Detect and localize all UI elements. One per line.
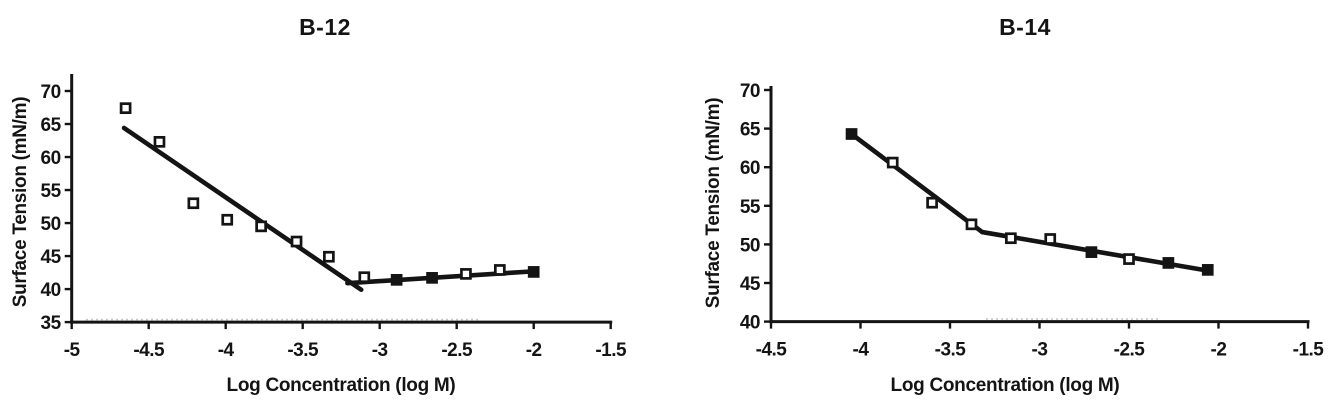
x-tick-label: -2.5 — [441, 340, 473, 361]
x-tick-label: -4.5 — [756, 340, 788, 361]
x-tick-label: -3 — [372, 340, 388, 361]
chart-title: B-12 — [299, 14, 351, 40]
y-tick-label: 60 — [41, 148, 61, 169]
data-point — [187, 197, 200, 210]
x-tick-label: -5 — [64, 340, 81, 361]
data-point — [1123, 253, 1135, 265]
chart-b14: B-14 Log Concentration (log M) Surface T… — [703, 14, 1325, 396]
x-tick-label: -3.5 — [287, 340, 319, 361]
x-tick-label: -2 — [526, 340, 542, 361]
x-axis-label: Log Concentration (log M) — [891, 375, 1120, 396]
data-point — [153, 135, 166, 148]
data-points — [845, 128, 1214, 276]
data-point — [426, 272, 438, 284]
data-point — [323, 250, 335, 263]
x-tick-label: -3.5 — [935, 340, 967, 361]
data-point — [1044, 233, 1057, 245]
fit-line-plateau-fit — [345, 268, 538, 286]
y-tick-label: 45 — [41, 247, 62, 268]
data-point — [390, 273, 403, 286]
fit-lines — [849, 131, 1211, 273]
y-tick-label: 40 — [740, 313, 760, 334]
data-point — [493, 264, 506, 276]
data-point — [965, 218, 978, 231]
y-tick-label: 35 — [41, 313, 62, 334]
fit-line-descending-fit — [121, 125, 364, 293]
data-point — [119, 102, 132, 115]
chart-b12: B-12 Log Concentration (log M) Surface T… — [10, 14, 627, 396]
axes: -5 -4.5 -4 -3.5 -3 -2.5 -2 -1.5 35 40 45 50 55 60 65 70 — [41, 74, 627, 361]
y-tick-label: 65 — [41, 115, 62, 136]
x-tick-label: -4.5 — [133, 340, 165, 361]
data-point — [527, 266, 540, 278]
data-point — [926, 196, 938, 209]
y-tick-label: 40 — [41, 280, 61, 301]
data-point — [1085, 246, 1098, 258]
data-point — [221, 213, 234, 226]
x-tick-label: -4 — [218, 340, 235, 361]
data-point — [886, 156, 899, 169]
x-tick-label: -2.5 — [1114, 340, 1146, 361]
axes: -4.5 -4 -3.5 -3 -2.5 -2 -1.5 40 45 50 55 60 65 70 — [740, 81, 1325, 361]
data-point — [845, 128, 858, 140]
data-point — [1162, 257, 1175, 269]
y-tick-label: 45 — [740, 274, 761, 295]
x-tick-label: -2 — [1211, 340, 1227, 361]
y-axis-label: Surface Tension (mN/m) — [10, 97, 31, 308]
x-tick-label: -4 — [853, 340, 870, 361]
y-axis-label: Surface Tension (mN/m) — [703, 98, 724, 309]
y-tick-label: 50 — [41, 214, 61, 235]
data-point — [460, 268, 472, 280]
y-tick-label: 70 — [41, 82, 61, 103]
data-point — [1005, 232, 1017, 245]
fit-line-descending-fit — [849, 131, 985, 235]
y-tick-label: 70 — [740, 81, 760, 102]
data-points — [119, 102, 540, 286]
x-tick-label: -3 — [1032, 340, 1048, 361]
y-tick-label: 55 — [740, 197, 761, 218]
data-point — [358, 271, 371, 284]
y-tick-label: 55 — [41, 181, 62, 202]
x-tick-label: -1.5 — [1293, 340, 1325, 361]
x-tick-label: -1.5 — [595, 340, 627, 361]
chart-title: B-14 — [999, 14, 1051, 40]
fit-lines — [121, 125, 538, 293]
data-point — [290, 235, 303, 248]
data-point — [1201, 264, 1214, 276]
data-point — [255, 220, 267, 233]
y-tick-label: 65 — [740, 120, 761, 141]
y-tick-label: 50 — [740, 235, 760, 256]
x-axis-label: Log Concentration (log M) — [227, 375, 456, 396]
y-tick-label: 60 — [740, 158, 760, 179]
